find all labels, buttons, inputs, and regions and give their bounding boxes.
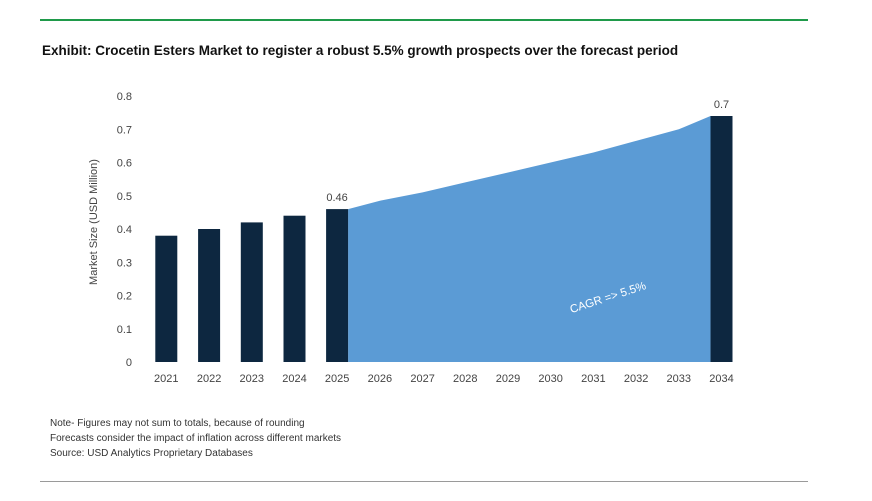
y-tick-label: 0.3 — [117, 257, 132, 269]
x-tick-label: 2030 — [538, 373, 562, 385]
x-tick-label: 2021 — [154, 373, 178, 385]
x-tick-label: 2026 — [368, 373, 392, 385]
x-tick-label: 2031 — [581, 373, 605, 385]
bar-2022 — [198, 229, 221, 362]
y-tick-label: 0.5 — [117, 191, 132, 203]
y-tick-label: 0.8 — [117, 91, 132, 103]
x-tick-label: 2028 — [453, 373, 477, 385]
y-tick-label: 0.7 — [117, 124, 132, 136]
bar-2021 — [155, 235, 178, 362]
y-tick-label: 0 — [126, 357, 132, 369]
x-tick-label: 2023 — [240, 373, 264, 385]
x-tick-label: 2034 — [709, 373, 733, 385]
x-tick-labels: 2021 2022 2023 2024 2025 2026 2027 2028 2029 2030… — [154, 373, 734, 385]
x-tick-label: 2024 — [282, 373, 306, 385]
note-rounding: Note- Figures may not sum to totals, bec… — [50, 418, 305, 429]
data-label-2025: 0.46 — [326, 192, 347, 204]
x-tick-label: 2033 — [667, 373, 691, 385]
x-tick-label: 2025 — [325, 373, 349, 385]
x-tick-label: 2029 — [496, 373, 520, 385]
y-axis-label: Market Size (USD Million) — [88, 159, 100, 285]
bar-2023 — [240, 222, 263, 362]
bar-2025 — [326, 209, 349, 362]
bar-layer — [155, 116, 733, 362]
y-tick-label: 0.4 — [117, 224, 132, 236]
x-tick-label: 2022 — [197, 373, 221, 385]
chart-title: Exhibit: Crocetin Esters Market to regis… — [42, 43, 679, 58]
x-tick-label: 2032 — [624, 373, 648, 385]
top-rule — [40, 19, 808, 21]
y-tick-label: 0.2 — [117, 291, 132, 303]
forecast-area-layer — [348, 116, 711, 362]
forecast-area — [348, 116, 711, 362]
y-tick-label: 0.1 — [117, 324, 132, 336]
bar-2024 — [283, 215, 306, 362]
note-inflation: Forecasts consider the impact of inflati… — [50, 433, 342, 444]
note-source: Source: USD Analytics Proprietary Databa… — [50, 448, 253, 459]
bar-2034 — [710, 116, 733, 362]
x-tick-label: 2027 — [410, 373, 434, 385]
bottom-rule — [40, 481, 808, 482]
data-label-2034: 0.7 — [714, 99, 729, 111]
data-labels: 0.46 0.7 — [326, 99, 729, 204]
notes: Note- Figures may not sum to totals, bec… — [50, 416, 341, 461]
y-tick-labels: 0 0.1 0.2 0.3 0.4 0.5 0.6 0.7 0.8 — [117, 91, 132, 369]
y-tick-label: 0.6 — [117, 158, 132, 170]
